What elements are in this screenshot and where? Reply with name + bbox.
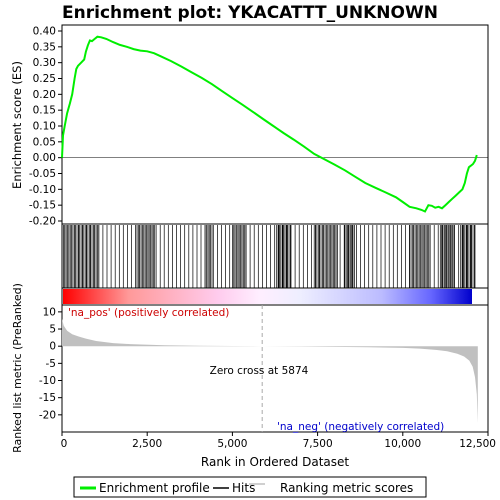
- legend: Enrichment profile Hits Ranking metric s…: [73, 476, 427, 498]
- metric-y-tick-label: 0: [49, 341, 56, 353]
- metric-y-tick-label: 10: [43, 306, 56, 318]
- es-y-tick-label: -0.15: [29, 200, 56, 212]
- neg-correlation-label: 'na_neg' (negatively correlated): [277, 421, 444, 433]
- metric-x-axis-label: Rank in Ordered Dataset: [201, 455, 349, 469]
- es-y-tick-label: -0.20: [29, 216, 56, 228]
- es-y-tick-label: 0.20: [33, 89, 56, 101]
- pos-correlation-label: 'na_pos' (positively correlated): [68, 307, 229, 319]
- es-y-tick-label: 0.30: [33, 57, 56, 69]
- legend-enrichment-label: Enrichment profile: [99, 481, 210, 495]
- legend-frame: [73, 476, 427, 498]
- rank-color-bar: [61, 287, 489, 306]
- metric-y-tick-label: -15: [39, 392, 56, 404]
- metric-y-axis-label: Ranked list metric (PreRanked): [11, 283, 24, 453]
- hit-lines: [61, 225, 476, 288]
- metric-y-tick-label: -5: [46, 358, 56, 370]
- es-y-tick-label: -0.10: [29, 184, 56, 196]
- metric-y-tick-label: -20: [39, 409, 56, 421]
- metric-panel: 10 5 0 -5 -10 -15 -20 0 2,500 5,000 7,500 10,000 12…: [11, 283, 496, 469]
- es-y-tick-label: 0.25: [33, 73, 56, 85]
- rank-gradient-bar: [63, 289, 472, 304]
- es-y-tick-label: 0.15: [33, 105, 56, 117]
- metric-x-tick-label: 0: [61, 438, 68, 450]
- es-y-tick-label: 0.00: [33, 152, 56, 164]
- metric-x-tick-label: 7,500: [303, 438, 333, 450]
- es-y-tick-label: 0.10: [33, 121, 56, 133]
- legend-hits-label: Hits: [232, 481, 255, 495]
- chart-title: Enrichment plot: YKACATTT_UNKNOWN: [62, 3, 438, 23]
- metric-x-tick-label: 5,000: [217, 438, 247, 450]
- es-y-tick-label: 0.05: [33, 136, 56, 148]
- es-y-axis: -0.20 -0.15 -0.10 -0.05 0.00 0.05 0.10 0.15 0.20…: [29, 26, 62, 228]
- es-plot-frame: [61, 24, 489, 225]
- es-y-tick-label: 0.40: [33, 26, 56, 38]
- metric-y-tick-label: 5: [49, 324, 56, 336]
- es-y-tick-label: 0.35: [33, 41, 56, 53]
- es-y-tick-label: -0.05: [29, 168, 56, 180]
- es-y-axis-label: Enrichment score (ES): [10, 61, 24, 189]
- enrichment-profile-line: [61, 35, 478, 213]
- metric-x-tick-label: 10,000: [384, 438, 421, 450]
- hits-panel: [61, 223, 489, 289]
- metric-x-tick-label: 12,500: [459, 438, 496, 450]
- metric-y-tick-label: -10: [39, 375, 56, 387]
- legend-metric-label: Ranking metric scores: [280, 481, 413, 495]
- metric-y-axis: 10 5 0 -5 -10 -15 -20: [39, 306, 62, 421]
- metric-plot-frame: [61, 304, 489, 433]
- zero-cross-annotation: Zero cross at 5874: [210, 365, 309, 377]
- metric-x-tick-label: 2,500: [132, 438, 162, 450]
- metric-x-axis: 0 2,500 5,000 7,500 10,000 12,500: [61, 432, 496, 450]
- es-panel: -0.20 -0.15 -0.10 -0.05 0.00 0.05 0.10 0.15 0.20…: [10, 24, 489, 228]
